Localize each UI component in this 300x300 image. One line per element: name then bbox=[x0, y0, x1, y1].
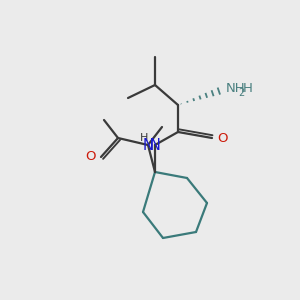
Text: H: H bbox=[140, 133, 148, 143]
Text: N: N bbox=[150, 137, 160, 152]
Text: O: O bbox=[85, 151, 96, 164]
Text: N: N bbox=[142, 137, 153, 152]
Text: H: H bbox=[243, 82, 253, 94]
Text: NH: NH bbox=[226, 82, 246, 95]
Text: O: O bbox=[217, 131, 227, 145]
Text: 2: 2 bbox=[238, 88, 244, 98]
